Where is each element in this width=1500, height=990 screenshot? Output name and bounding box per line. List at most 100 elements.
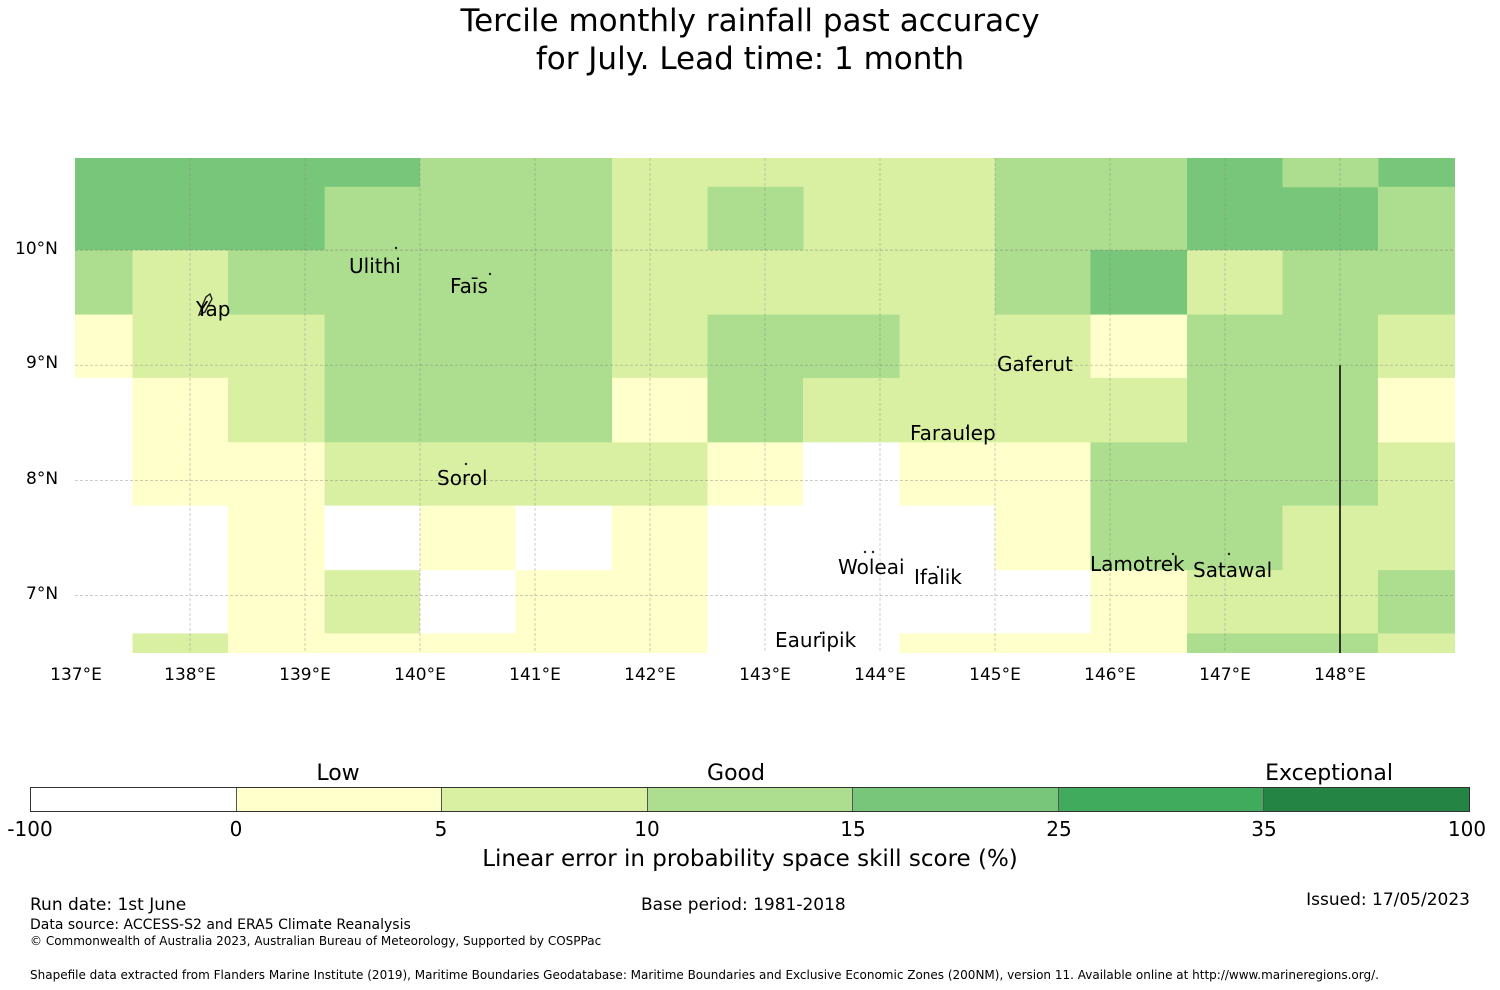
skill-map [75,158,1455,653]
grid-cell [515,570,709,635]
grid-cell [132,250,229,316]
grid-cell [1377,314,1455,379]
grid-cell [227,505,326,571]
grid-cell [612,377,709,443]
legend-swatch-6 [1058,788,1265,811]
grid-cell [899,505,996,571]
grid-cell [324,505,421,571]
grid-cell [75,442,134,507]
island-dot [936,565,940,569]
data-source: Data source: ACCESS-S2 and ERA5 Climate … [30,917,411,933]
grid-cell [1090,570,1188,635]
island-dot [863,550,867,554]
grid-cell [1377,186,1455,251]
grid-cell [324,570,421,635]
grid-cell [227,633,709,653]
legend-tick: -100 [7,817,53,841]
legend-swatch-5 [853,788,1059,811]
label-satawal: Satawal [1193,558,1273,582]
grid-cell [1187,570,1379,635]
grid-cell [1187,314,1379,379]
grid-cell [1187,377,1379,443]
grid-cell [995,250,1092,316]
label-ifalik: Ifalik [914,565,962,589]
island-dot [394,246,398,250]
base-period: Base period: 1981-2018 [641,895,846,915]
lon-tick-146: 146°E [1084,665,1136,685]
grid-cell [612,158,996,251]
label-sorol: Sorol [437,466,488,490]
grid-cell [1282,158,1379,188]
label-gaferut: Gaferut [997,352,1073,376]
label-yap: Yap [196,297,231,321]
island-dot [819,631,823,635]
grid-cell [995,570,1092,635]
grid-cell [1282,186,1379,251]
lat-tick-10: 10°N [15,239,58,259]
legend-tick: 35 [1251,817,1277,841]
grid-cell [1282,250,1455,316]
grid-cell [420,505,517,571]
lat-tick-8: 8°N [26,469,59,489]
lon-tick-142: 142°E [624,665,676,685]
grid-cell [324,186,421,251]
label-faraulep: Faraulep [910,421,996,445]
lon-tick-138: 138°E [164,665,216,685]
label-woleai: Woleai [838,555,905,579]
legend-tick: 10 [634,817,660,841]
island-dot [965,426,969,430]
grid-cell [1090,314,1188,379]
island-dot [464,462,468,466]
legend-swatch-4 [647,788,854,811]
grid-cell [420,158,613,251]
grid-cell [75,633,134,653]
lon-tick-143: 143°E [739,665,791,685]
grid-cell [1377,633,1455,653]
grid-cell [227,570,326,635]
lat-tick-9: 9°N [26,353,59,373]
lon-tick-147: 147°E [1199,665,1251,685]
legend-swatch-3 [442,788,648,811]
legend-swatch-7 [1264,788,1470,811]
legend-axis-label: Linear error in probability space skill … [482,846,1018,872]
grid-cell [995,158,1188,251]
grid-cell [707,505,901,571]
grid-cell [707,377,804,443]
legend-category-exceptional: Exceptional [1265,761,1393,786]
island-dot [871,550,875,554]
lon-tick-144: 144°E [854,665,906,685]
grid-cell [324,314,613,379]
grid-cell [707,186,804,251]
label-fais: Faīs [450,274,488,298]
lon-tick-141: 141°E [509,665,561,685]
grid-cell [75,570,229,635]
grid-cell [132,633,229,653]
grid-cell [707,314,901,379]
grid-cell [612,250,996,316]
grid-cell [995,505,1092,571]
label-ulithi: Ulithi [349,254,401,278]
issued-date: Issued: 17/05/2023 [1306,890,1470,910]
legend-category-good: Good [707,761,765,786]
map-title-line1: Tercile monthly rainfall past accuracy [460,3,1040,39]
grid-cell [1282,505,1455,571]
grid-cell [75,250,134,316]
grid-cell [1377,442,1455,507]
grid-cell [1090,250,1188,316]
lat-tick-7: 7°N [26,584,59,604]
grid-cell [227,377,326,443]
legend-tick: 25 [1046,817,1072,841]
grid-cell [612,505,709,571]
grid-cell [707,442,804,507]
island-dot [488,272,492,276]
grid-cell [1187,250,1284,316]
grid-cell [1090,442,1379,507]
legend-swatch-2 [236,788,443,811]
grid-cell [707,633,901,653]
lon-tick-145: 145°E [969,665,1021,685]
legend-category-low: Low [316,761,360,786]
grid-cell [324,442,709,507]
grid-cell [1090,505,1284,571]
grid-cell [75,505,229,571]
grid-cell [707,570,996,635]
